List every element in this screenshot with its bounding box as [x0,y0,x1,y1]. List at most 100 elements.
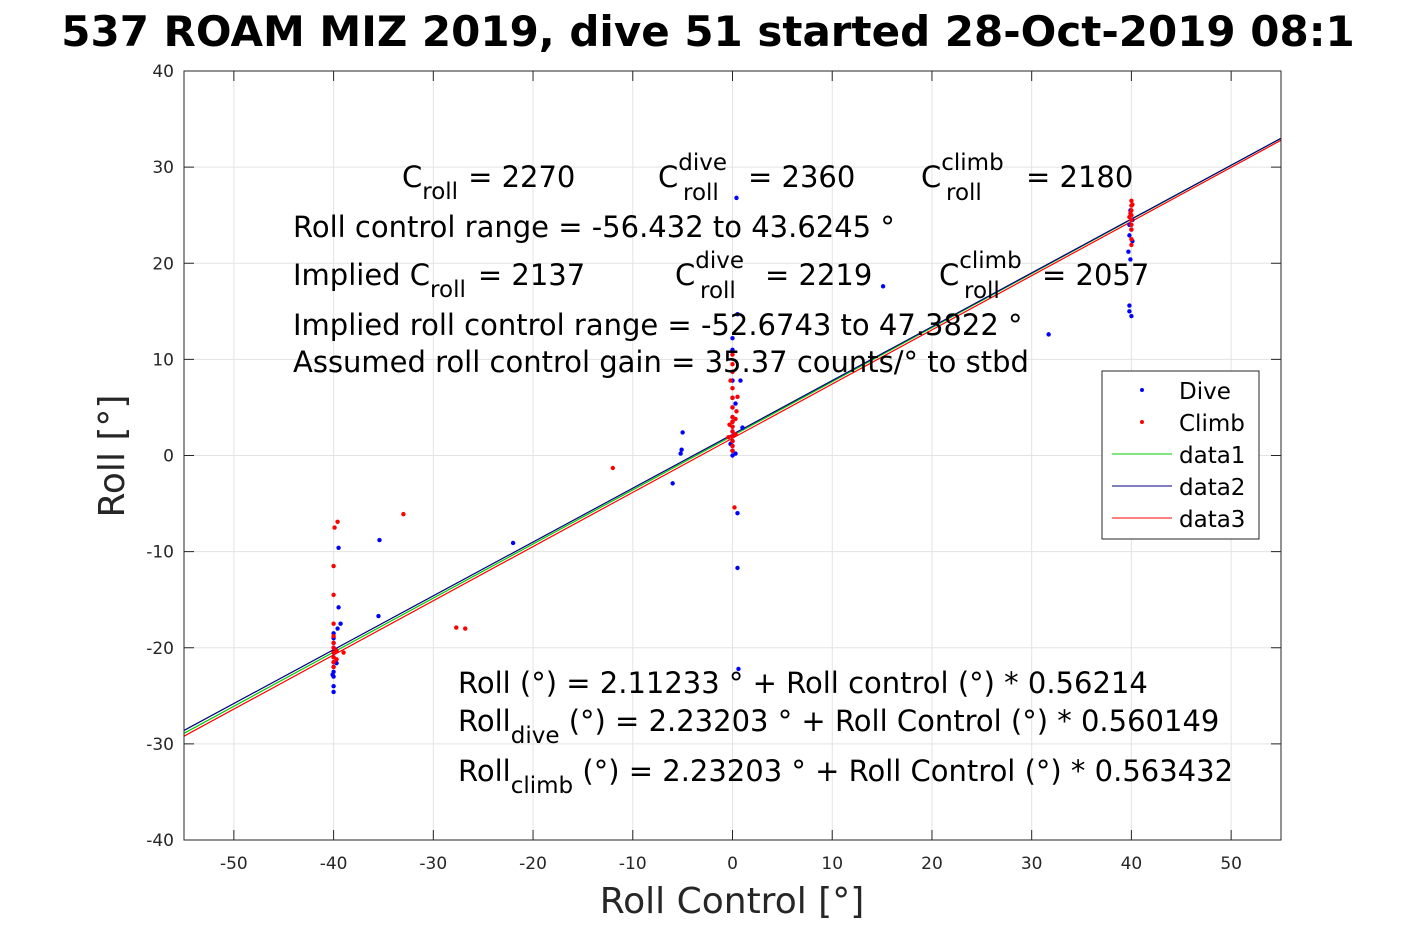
climb-point [1129,227,1134,232]
implied-c-roll-sub: roll [430,277,466,303]
legend-marker-climb [1140,420,1144,424]
y-tick-label: -40 [146,831,174,851]
implied-c-dive-sub: roll [700,278,736,304]
climb-point [331,563,336,569]
climb-point [730,395,735,401]
dive-point [335,626,340,631]
dive-point [735,565,740,571]
climb-point [331,621,336,626]
climb-point [334,648,339,653]
climb-point [1129,242,1134,248]
y-tick-label: 30 [152,158,174,178]
climb-point [727,422,732,427]
x-tick-label: -20 [519,854,547,874]
climb-point [734,409,739,414]
dive-point [1127,303,1132,308]
y-tick-labels: -40 -30 -20 -10 0 10 20 30 40 [146,62,174,851]
dive-point [338,621,343,626]
x-tick-label: -50 [220,854,248,874]
legend: Dive Climb data1 data2 data3 [1101,370,1260,540]
x-tick-label: 10 [821,854,843,874]
x-tick-label: 40 [1121,854,1143,874]
dive-point [331,689,336,695]
climb-point [1129,222,1134,227]
y-tick-label: 10 [152,350,174,370]
c-climb-annotation: Cclimb [921,150,1004,194]
climb-point [331,640,336,646]
c-climb-sub: roll [946,180,982,206]
dive-point [735,510,740,516]
climb-point [730,419,735,425]
fit-equation: Roll (°) = 2.11233 ° + Roll control (°) … [458,666,1148,700]
implied-c-roll-value: = 2137 [478,258,585,292]
x-axis-label: Roll Control [°] [600,881,865,922]
climb-point [1130,202,1135,207]
legend-label-climb: Climb [1179,411,1245,437]
implied-c-dive-label: C [675,258,695,292]
fit-climb-rest: (°) = 2.23203 ° + Roll Control (°) * 0.5… [573,754,1233,788]
y-tick-label: -30 [146,735,174,755]
climb-point [730,443,735,449]
dive-point [730,347,735,352]
climb-point [730,448,735,453]
dive-point [733,401,738,406]
dive-point [679,447,684,452]
x-tick-label: 30 [1021,854,1043,874]
legend-box [1101,370,1260,540]
y-tick-label: -10 [146,543,174,563]
climb-point [730,438,735,444]
dive-point [510,540,516,546]
climb-point [728,378,733,383]
dive-point [1126,249,1131,254]
y-axis-label: Roll [°] [92,395,133,518]
dive-point [1127,233,1132,238]
plot-frame [183,70,1282,841]
climb-point [454,625,459,630]
climb-point [726,435,731,440]
climb-point [730,405,735,410]
x-tick-label: 50 [1220,854,1242,874]
legend-marker-dive [1140,388,1144,392]
climb-point [1128,211,1133,216]
dive-point [733,451,738,456]
fit-dive-rest: (°) = 2.23203 ° + Roll Control (°) * 0.5… [559,704,1219,738]
dive-point [730,336,735,341]
climb-point [331,659,336,665]
climb-point [331,664,336,670]
dive-point [678,451,683,456]
c-climb-sup: climb [941,150,1003,176]
climb-point [1127,214,1132,220]
dive-point [1129,313,1134,319]
dive-point [377,537,382,543]
climb-point [341,650,346,655]
dive-point [376,613,381,619]
fit-dive-equation: Rolldive (°) = 2.23203 ° + Roll Control … [458,704,1219,749]
climb-point [733,416,738,422]
x-tick-label: 20 [921,854,943,874]
dive-point [680,430,685,435]
x-tick-labels: -50 -40 -30 -20 -10 0 10 20 30 40 50 [220,854,1242,874]
dive-point [735,311,740,317]
fit-climb-sub: climb [511,773,573,799]
chart-title: 537 ROAM MIZ 2019, dive 51 started 28-Oc… [61,7,1354,56]
annotations-upper: Croll = 2270 Cdive roll = 2360 Cclimb rol… [293,150,1149,379]
climb-point [334,657,339,662]
y-tick-label: 0 [163,447,174,467]
climb-point [730,386,735,391]
climb-point [463,626,468,631]
climb-point [332,525,337,530]
x-tick-label: -30 [419,854,447,874]
y-tick-label: 40 [152,62,174,82]
climb-point [730,352,735,357]
climb-point [331,592,336,598]
climb-point [730,429,735,434]
climb-point [730,369,735,375]
c-roll-value: = 2270 [468,160,575,194]
climb-point [610,465,616,471]
implied-c-climb-value: = 2057 [1042,258,1149,292]
x-tick-label: -40 [320,854,348,874]
fit-climb-label: Roll [458,754,511,788]
roll-control-range: Roll control range = -56.432 to 43.6245 … [293,210,895,244]
legend-label-data2: data2 [1179,475,1245,501]
